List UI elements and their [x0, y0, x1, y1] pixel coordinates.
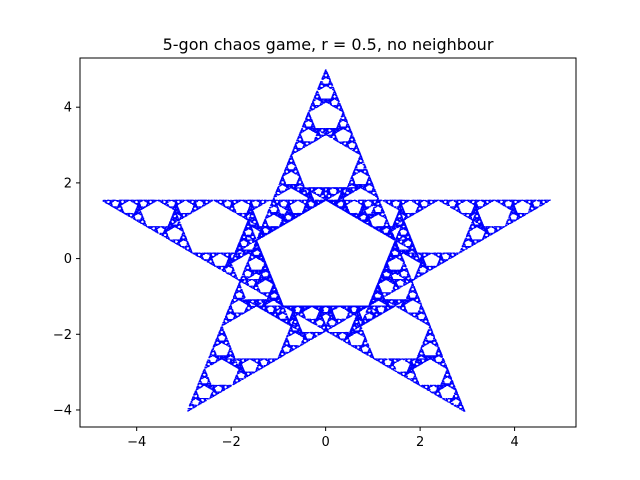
y-tick-label: 0	[64, 252, 72, 267]
y-tick-label: −2	[53, 328, 72, 343]
plot-area-frame	[79, 57, 577, 428]
chaos-game-point-cloud	[102, 69, 551, 412]
x-tick-label: 0	[321, 435, 329, 450]
x-tick-label: 2	[416, 435, 424, 450]
y-axis: −4 −2 0 2 4	[53, 101, 80, 418]
x-axis: −4 −2 0 2 4	[127, 427, 519, 450]
x-tick-label: −2	[222, 435, 241, 450]
chaos-game-points	[102, 69, 551, 412]
x-tick-label: 4	[510, 435, 518, 450]
x-tick-label: −4	[127, 435, 146, 450]
y-tick-label: 4	[64, 101, 72, 116]
chart-title: 5-gon chaos game, r = 0.5, no neighbour	[163, 35, 494, 54]
y-tick-label: −4	[53, 403, 72, 418]
y-tick-label: 2	[64, 176, 72, 191]
